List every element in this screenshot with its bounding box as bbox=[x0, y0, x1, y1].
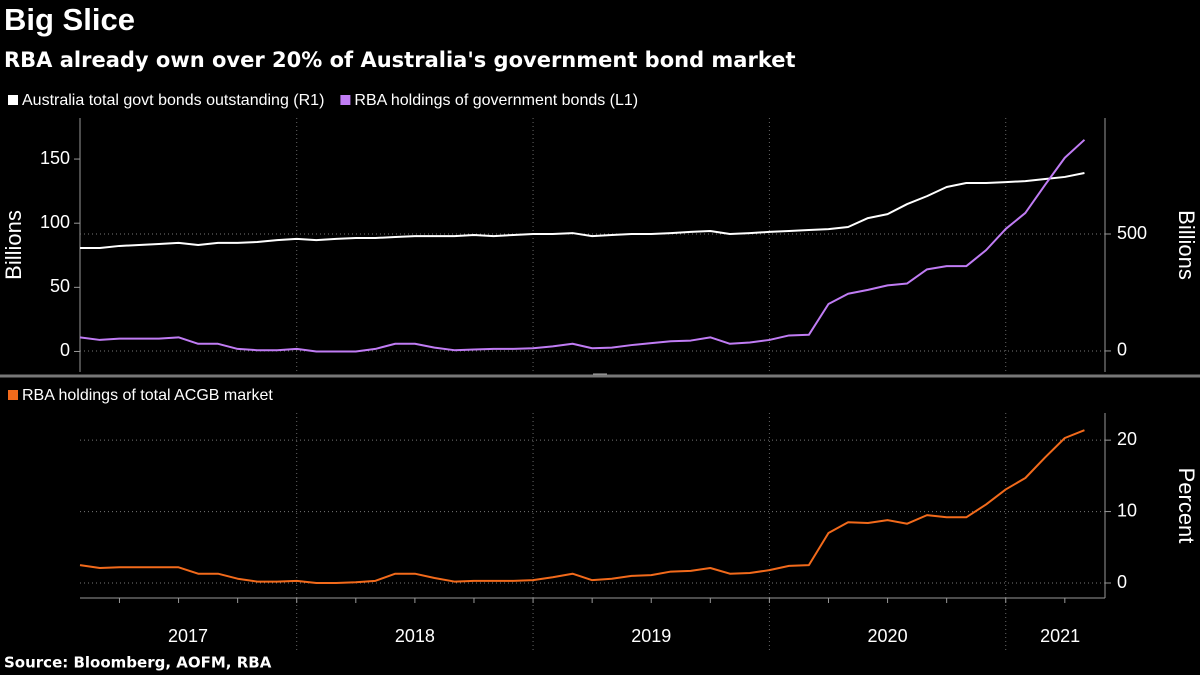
y-tick-label: 150 bbox=[40, 148, 70, 168]
y2-axis-title: Billions bbox=[1174, 210, 1199, 280]
y-tick-label: 50 bbox=[50, 276, 70, 296]
y-tick-label: 10 bbox=[1117, 500, 1137, 520]
x-tick-label: 2020 bbox=[868, 626, 908, 646]
chart-title: Big Slice bbox=[4, 2, 135, 37]
x-tick-label: 2018 bbox=[395, 626, 435, 646]
y-axis-title: Percent bbox=[1174, 468, 1199, 544]
chart-subtitle: RBA already own over 20% of Australia's … bbox=[4, 48, 796, 72]
source: Source: Bloomberg, AOFM, RBA bbox=[4, 654, 272, 672]
legend-label: RBA holdings of government bonds (L1) bbox=[354, 92, 638, 109]
legend-swatch bbox=[8, 95, 18, 105]
x-tick-label: 2017 bbox=[168, 626, 208, 646]
series-line bbox=[79, 429, 1085, 584]
y-tick-label: 0 bbox=[1117, 572, 1127, 592]
x-tick-label: 2021 bbox=[1040, 626, 1080, 646]
legend-swatch bbox=[340, 95, 351, 105]
y-axis-title: Billions bbox=[1, 210, 26, 280]
y-tick-label: 500 bbox=[1117, 223, 1147, 243]
y-tick-label: 0 bbox=[1117, 340, 1127, 360]
y-tick-label: 0 bbox=[60, 340, 70, 360]
legend-swatch bbox=[8, 390, 18, 400]
y-tick-label: 20 bbox=[1117, 429, 1137, 449]
legend-label: Australia total govt bonds outstanding (… bbox=[22, 92, 324, 109]
legend-label: RBA holdings of total ACGB market bbox=[22, 387, 273, 404]
series-line bbox=[79, 139, 1086, 353]
y-tick-label: 100 bbox=[40, 212, 70, 232]
x-tick-label: 2019 bbox=[631, 626, 671, 646]
series-line bbox=[80, 171, 1085, 250]
